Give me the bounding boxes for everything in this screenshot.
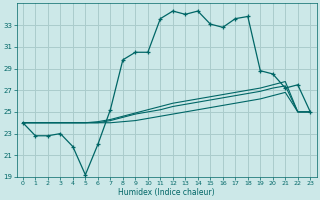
X-axis label: Humidex (Indice chaleur): Humidex (Indice chaleur) (118, 188, 215, 197)
